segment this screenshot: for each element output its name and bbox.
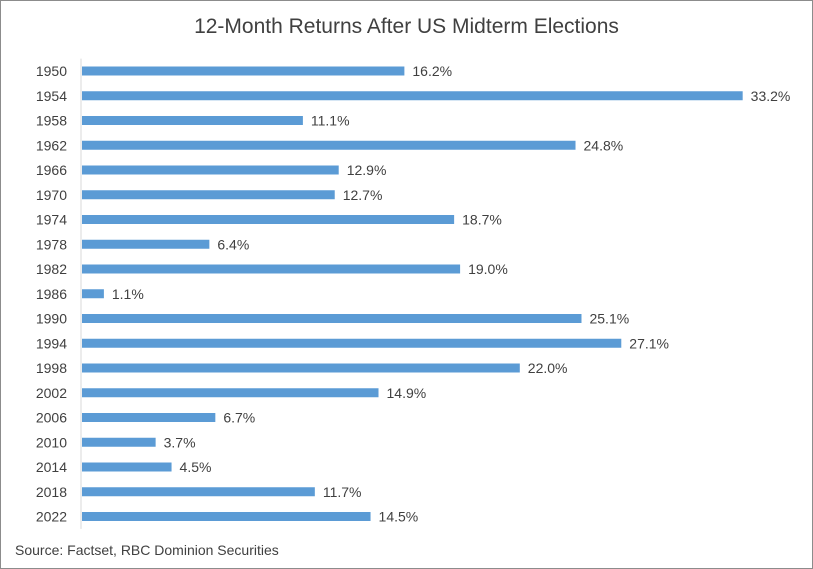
bar: [82, 487, 315, 497]
bar-data-label: 19.0%: [468, 261, 508, 277]
category-tick-label: 1962: [36, 137, 67, 153]
bar-data-label: 25.1%: [589, 311, 629, 327]
bar-data-label: 11.7%: [323, 484, 362, 500]
category-tick-label: 1966: [36, 162, 67, 178]
bar: [82, 462, 172, 472]
bar: [82, 388, 379, 398]
bar: [82, 165, 339, 175]
source-note: Source: Factset, RBC Dominion Securities: [15, 542, 279, 558]
bar-data-label: 6.4%: [217, 236, 249, 252]
bar-data-label: 16.2%: [412, 63, 452, 79]
bar-data-label: 22.0%: [528, 360, 568, 376]
chart-title: 12-Month Returns After US Midterm Electi…: [194, 15, 619, 38]
bar: [82, 512, 371, 521]
bar: [82, 66, 405, 76]
category-tick-label: 2006: [36, 410, 67, 426]
bar: [82, 239, 210, 249]
bar: [82, 190, 335, 200]
category-tick-label: 2002: [36, 385, 67, 401]
bar: [82, 289, 104, 299]
bar-data-label: 14.9%: [387, 385, 427, 401]
category-tick-label: 1970: [36, 187, 67, 203]
category-tick-label: 1958: [36, 113, 67, 129]
bar-data-label: 11.1%: [311, 113, 350, 129]
bar: [82, 314, 582, 323]
bar-data-label: 14.5%: [379, 509, 419, 525]
bar-data-label: 1.1%: [112, 286, 144, 302]
category-tick-label: 1994: [36, 335, 67, 351]
bar-data-label: 18.7%: [462, 212, 502, 228]
bar: [82, 264, 461, 274]
category-tick-label: 1954: [36, 88, 67, 104]
bar-data-label: 3.7%: [164, 434, 196, 450]
bar-data-label: 24.8%: [584, 137, 624, 153]
category-tick-label: 2022: [36, 509, 67, 525]
bar: [82, 91, 743, 101]
bar-data-label: 12.9%: [347, 162, 387, 178]
bar-data-label: 33.2%: [751, 88, 791, 104]
category-tick-label: 1998: [36, 360, 67, 376]
bar: [82, 437, 156, 447]
category-tick-label: 2014: [36, 459, 67, 475]
category-tick-label: 1950: [36, 63, 67, 79]
bar: [82, 413, 216, 422]
category-tick-label: 1974: [36, 212, 67, 228]
bar: [82, 363, 520, 373]
bar-data-label: 27.1%: [629, 335, 669, 351]
category-tick-label: 2018: [36, 484, 67, 500]
category-tick-label: 1986: [36, 286, 67, 302]
bar: [82, 215, 455, 224]
category-tick-label: 1982: [36, 261, 67, 277]
bar-data-label: 12.7%: [343, 187, 383, 203]
bar: [82, 140, 576, 150]
bar: [82, 116, 303, 125]
bar-data-label: 6.7%: [223, 410, 255, 426]
bar-data-label: 4.5%: [180, 459, 212, 475]
category-tick-label: 1990: [36, 311, 67, 327]
category-tick-label: 1978: [36, 236, 67, 252]
bar: [82, 338, 622, 348]
category-tick-label: 2010: [36, 434, 67, 450]
